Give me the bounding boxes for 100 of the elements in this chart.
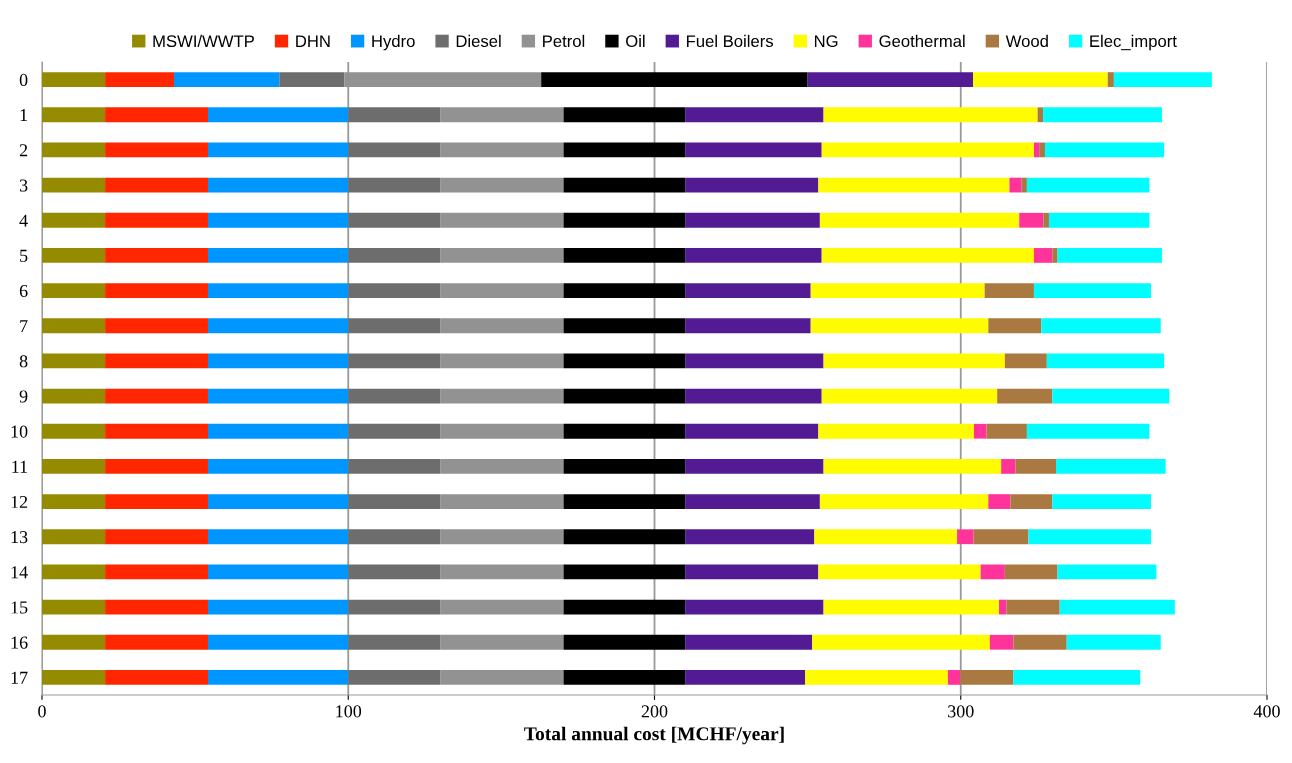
bar [207, 318, 349, 334]
bar [440, 353, 564, 369]
legend-label: Elec_import [1090, 34, 1177, 51]
bar [348, 670, 441, 685]
bar [1026, 177, 1150, 193]
bar [440, 283, 564, 298]
bar [685, 529, 815, 545]
bar [42, 72, 106, 87]
bar [1059, 599, 1175, 615]
bar [207, 107, 349, 123]
bar [563, 423, 686, 439]
bar [1039, 142, 1045, 158]
bar [105, 634, 208, 650]
bar [821, 142, 1034, 158]
bar [207, 177, 349, 193]
y-tick-label: 10 [11, 425, 28, 438]
bar [105, 248, 208, 263]
bar [105, 72, 174, 87]
bar [440, 107, 564, 123]
bar [440, 177, 564, 193]
bar [1107, 72, 1114, 87]
bar [685, 318, 811, 334]
bar [440, 670, 564, 685]
bar [440, 634, 564, 650]
bar [348, 142, 441, 158]
bar [207, 353, 349, 369]
bar [1043, 107, 1162, 123]
bar [105, 670, 208, 685]
bar [685, 283, 811, 298]
bar [685, 423, 819, 439]
bar [207, 142, 349, 158]
bar [440, 318, 564, 334]
bar [1033, 248, 1053, 263]
y-tick-label: 11 [12, 460, 28, 473]
bar [1021, 177, 1027, 193]
legend-label: Petrol [543, 34, 585, 48]
bar [440, 423, 564, 439]
bar [105, 318, 208, 334]
bar [105, 283, 208, 298]
bar [685, 177, 819, 193]
bar [819, 212, 1020, 228]
bar [105, 388, 208, 404]
bar [440, 212, 564, 228]
bar [348, 634, 441, 650]
bar [563, 283, 686, 298]
bar [685, 494, 820, 509]
bar [348, 459, 441, 474]
bar [1028, 529, 1151, 545]
y-tick-label: 15 [11, 601, 28, 614]
bar [563, 599, 686, 615]
bar [823, 107, 1038, 123]
bar [1043, 212, 1049, 228]
bar [105, 459, 208, 474]
bar [685, 107, 824, 123]
bar [207, 529, 349, 545]
bar [685, 388, 822, 404]
bar [810, 318, 989, 334]
y-tick-label: 9 [19, 390, 28, 403]
bar [440, 459, 564, 474]
bar [279, 72, 345, 87]
bar [973, 529, 1029, 545]
bar [105, 212, 208, 228]
y-tick-label: 12 [11, 495, 28, 508]
y-tick-label: 6 [19, 284, 28, 298]
bar [348, 283, 441, 298]
x-axis-title: Total annual cost [MCHF/year] [524, 726, 784, 745]
bar [685, 353, 824, 369]
bar [42, 634, 106, 650]
y-tick-label: 13 [11, 531, 28, 544]
bar [563, 494, 686, 509]
bar [348, 353, 441, 369]
y-tick-label: 4 [19, 214, 28, 227]
bar [348, 177, 441, 193]
bar [807, 72, 973, 87]
bar [823, 599, 1000, 615]
bar [42, 423, 106, 439]
bar [348, 388, 441, 404]
y-tick-label: 17 [11, 671, 28, 684]
bar [1009, 177, 1022, 193]
bar [207, 634, 349, 650]
bar [42, 564, 106, 580]
x-tick-label: 400 [1253, 705, 1280, 718]
bar [986, 423, 1027, 439]
legend-label: Hydro [372, 34, 415, 51]
y-tick-label: 1 [20, 109, 28, 122]
bar [563, 318, 686, 334]
bar [105, 599, 208, 615]
bar [997, 388, 1053, 404]
bar [1026, 423, 1150, 439]
bar [440, 248, 564, 263]
y-tick-label: 16 [11, 636, 28, 649]
bar [1013, 634, 1067, 650]
bar [563, 634, 686, 650]
bar [348, 564, 441, 580]
bar [348, 212, 441, 228]
bar [105, 142, 208, 158]
bar [810, 283, 985, 298]
bar [947, 670, 961, 685]
bar [1052, 494, 1151, 509]
bar [207, 494, 349, 509]
